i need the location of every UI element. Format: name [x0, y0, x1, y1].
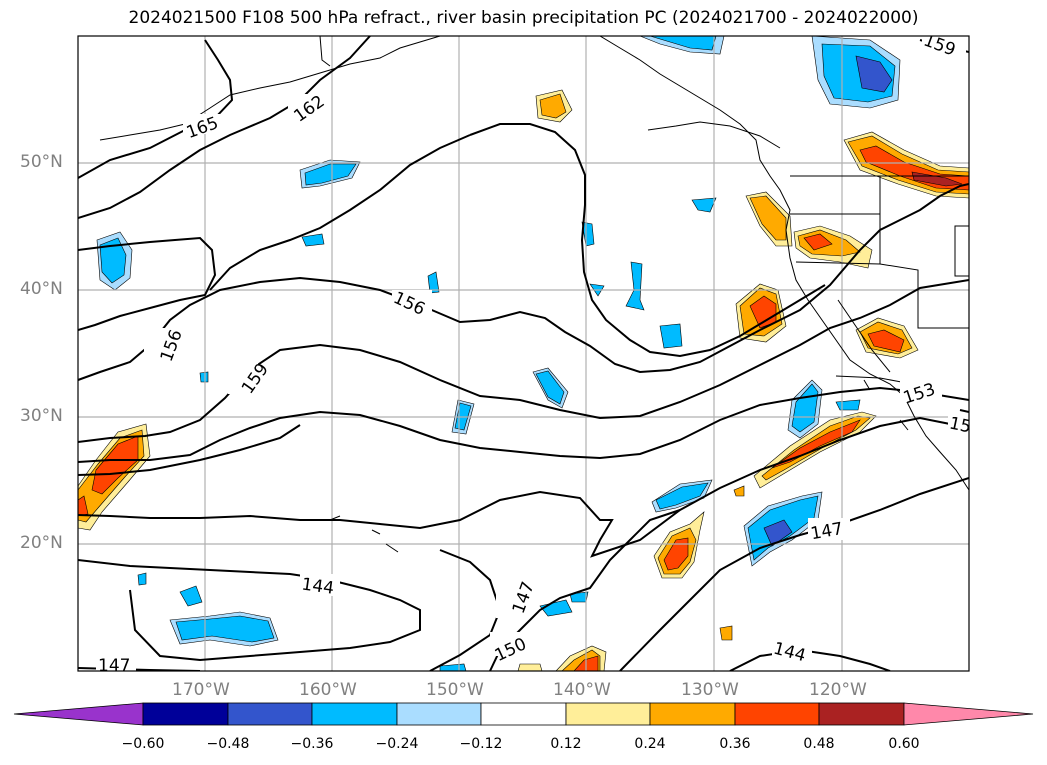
contour-label: 15: [947, 413, 972, 437]
contour-label: 147: [809, 519, 844, 544]
contour-labels: 165 162 159 156 156 159 153 150 147 147 …: [96, 36, 972, 676]
map-title: 2024021500 F108 500 hPa refract., river …: [128, 8, 919, 28]
contour-label: 144: [300, 575, 335, 599]
lon-label: 150°W: [426, 680, 484, 700]
colorbar-tick-label: −0.60: [121, 736, 165, 752]
map-frame: [77, 35, 970, 672]
colorbar-segment: [565, 702, 651, 726]
colorbar-segment: [311, 702, 398, 726]
lat-label: 20°N: [20, 533, 63, 553]
colorbar-tick-label: −0.36: [290, 736, 334, 752]
colorbar-segment: [734, 702, 820, 726]
contour-label: 147: [98, 656, 130, 676]
colorbar-segment: [227, 702, 313, 726]
colorbar-tick-label: 0.12: [550, 736, 582, 752]
colorbar-min-extension: [13, 702, 144, 726]
lat-label: 40°N: [20, 279, 63, 299]
colorbar-tick-label: −0.24: [375, 736, 419, 752]
gridlines: [78, 36, 969, 671]
colorbar-tick-label: 0.24: [634, 736, 666, 752]
lon-label: 170°W: [172, 680, 230, 700]
colorbar: [13, 702, 1034, 726]
lon-label: 130°W: [681, 680, 739, 700]
colorbar-tick-label: 0.60: [888, 736, 920, 752]
lon-label: 120°W: [809, 680, 867, 700]
coastlines: [99, 36, 969, 553]
height-contours: [78, 36, 969, 671]
colorbar-tick-label: −0.48: [206, 736, 250, 752]
colorbar-segment: [396, 702, 482, 726]
lon-label: 160°W: [299, 680, 357, 700]
lon-label: 140°W: [553, 680, 611, 700]
colorbar-segment: [649, 702, 736, 726]
colorbar-tick-label: −0.12: [459, 736, 503, 752]
colorbar-tick-label: 0.48: [803, 736, 835, 752]
colorbar-segment: [480, 702, 567, 726]
colorbar-max-extension: [903, 702, 1034, 726]
positive-precip-shading: [78, 89, 969, 671]
colorbar-segment: [818, 702, 905, 726]
lat-label: 50°N: [20, 152, 63, 172]
colorbar-segment: [142, 702, 229, 726]
map-content: 165 162 159 156 156 159 153 150 147 147 …: [78, 36, 972, 676]
lat-label: 30°N: [20, 406, 63, 426]
colorbar-tick-label: 0.36: [719, 736, 751, 752]
